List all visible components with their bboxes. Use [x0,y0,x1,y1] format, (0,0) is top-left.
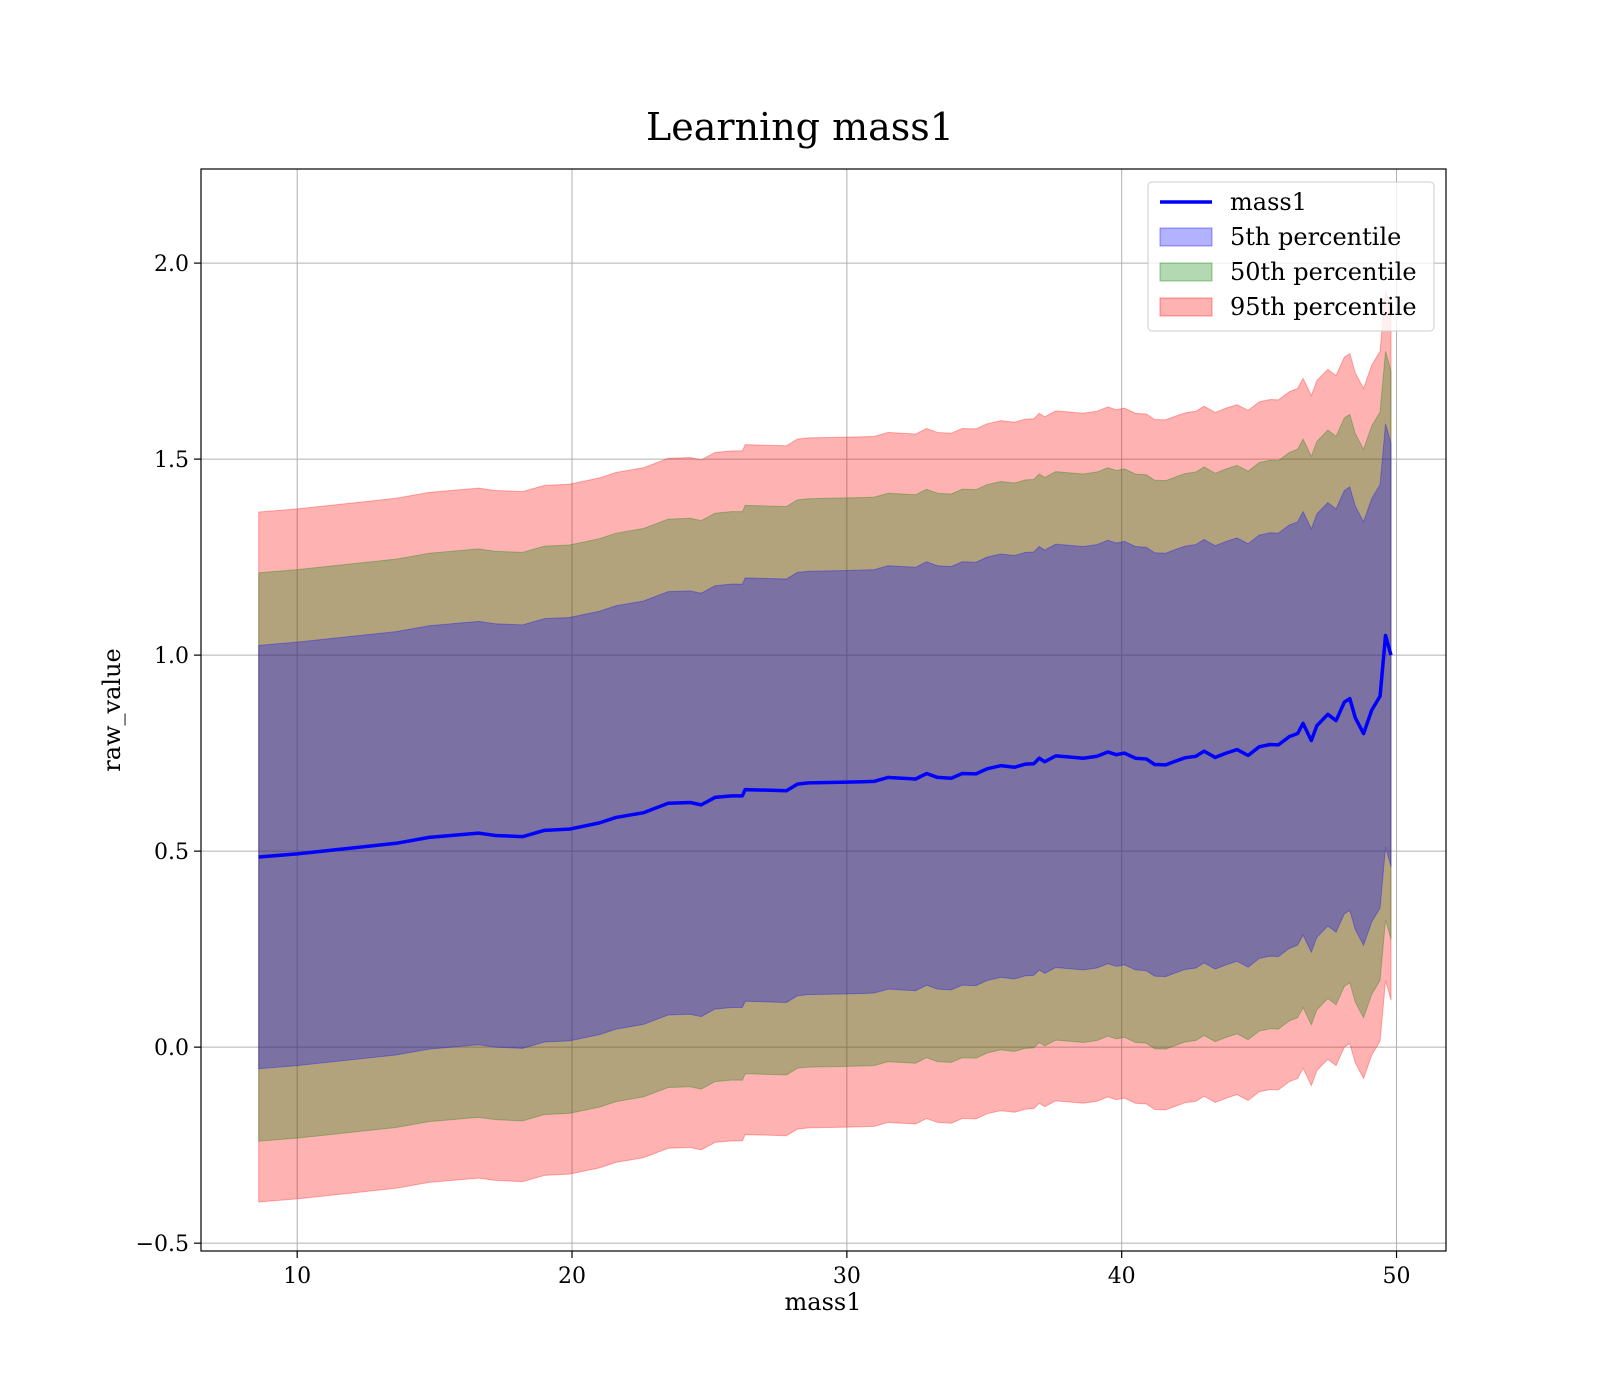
series-lines [258,633,1393,859]
x-tick-label: 10 [283,1264,311,1289]
legend-label: 95th percentile [1230,293,1417,321]
legend-swatch-1 [1159,227,1213,247]
legend-box [1147,181,1435,332]
x-axis-label: mass1 [785,1288,862,1316]
legend-swatch-2 [1159,262,1213,282]
y-axis-label: raw_value [98,648,126,772]
plot-area-frame [200,168,1447,1252]
band-5th-percentile [258,423,1392,1070]
legend-label: 5th percentile [1230,223,1401,251]
legend-label: 50th percentile [1230,258,1417,286]
y-tick-label: 1.0 [154,644,189,669]
x-axis-ticks: 10 20 30 40 50 [283,1251,1411,1289]
x-tick-label: 30 [833,1264,861,1289]
y-tick-label: 0.5 [154,840,189,865]
x-tick-label: 40 [1108,1264,1136,1289]
y-tick-label: 0.0 [154,1036,189,1061]
y-tick-label: −0.5 [136,1232,189,1257]
y-axis-ticks: −0.5 0.0 0.5 1.0 1.5 2.0 [136,252,201,1257]
legend-swatch-3 [1159,297,1213,317]
legend-label: mass1 [1230,188,1307,216]
percentile-bands [258,290,1392,1203]
x-tick-label: 50 [1383,1264,1411,1289]
grid [201,169,1446,1251]
series-line-mass1 [258,633,1393,859]
x-tick-label: 20 [558,1264,586,1289]
legend: mass1 5th percentile 50th percentile 95th p… [1147,181,1435,332]
y-tick-label: 2.0 [154,252,189,277]
chart-title: Learning mass1 [646,105,954,149]
band-95th-percentile [258,290,1392,1203]
y-tick-label: 1.5 [154,448,189,473]
band-50th-percentile [258,351,1392,1142]
